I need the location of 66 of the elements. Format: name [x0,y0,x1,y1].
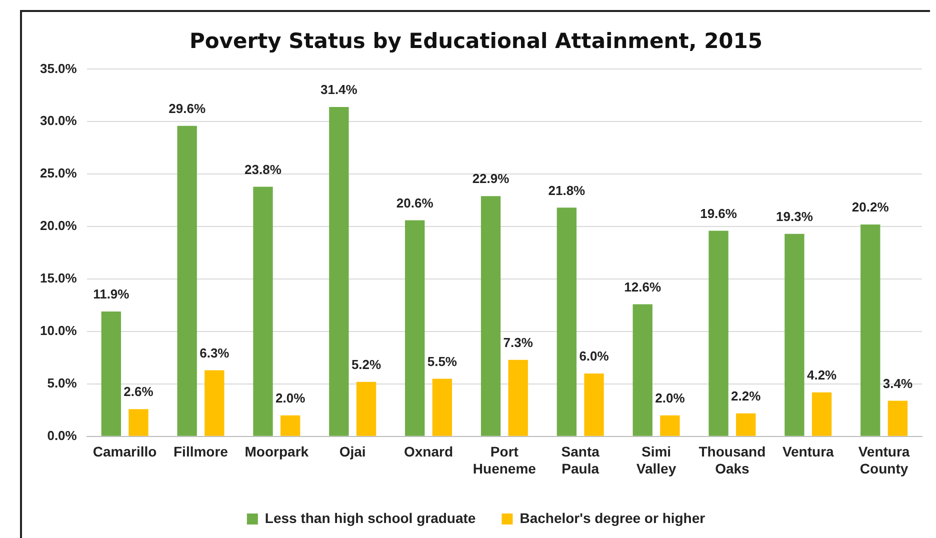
x-tick-label: Ventura County [858,444,910,476]
legend-label: Bachelor's degree or higher [520,510,706,526]
y-tick-label: 35.0% [40,60,78,76]
data-label: 22.9% [472,171,510,186]
bar [736,413,756,436]
data-label: 7.3% [503,334,534,350]
data-label: 2.0% [655,390,686,406]
bar [177,126,197,436]
data-label: 20.2% [852,200,890,215]
bar [860,224,880,436]
bar [101,312,121,436]
bar [660,415,680,436]
data-label: 3.4% [882,376,913,391]
data-label: 19.3% [776,208,814,224]
bar [812,392,832,436]
bar [356,382,376,436]
bar [128,409,148,436]
x-tick-label: Port Hueneme [472,444,536,476]
bar [204,370,224,436]
bar [556,208,577,436]
x-tick-label: Santa Paula [561,444,600,476]
y-tick-label: 0.0% [47,428,78,443]
bar [888,400,908,436]
x-tick-label: Ojai [339,444,366,460]
data-label: 2.0% [276,390,306,406]
y-tick-label: 20.0% [40,218,78,234]
y-tick-label: 10.0% [40,323,78,338]
bar [632,304,652,436]
data-label: 4.2% [806,367,838,382]
bar [508,360,528,436]
legend-label: Less than high school graduate [264,510,476,526]
data-label: 31.4% [320,82,358,98]
data-label: 6.0% [579,348,610,364]
bar [280,415,300,436]
x-tick-label: Oxnard [404,444,454,460]
data-label: 11.9% [93,286,130,302]
data-label: 5.2% [351,356,382,372]
x-tick-label: Fillmore [174,444,228,460]
bar [584,373,604,436]
x-tick-label: Moorpark [244,444,309,460]
y-tick-label: 25.0% [40,166,78,181]
bar [784,234,804,436]
data-label: 23.8% [244,162,282,177]
data-label: 19.6% [700,206,738,221]
data-label: 6.3% [200,345,230,360]
bar [432,378,452,436]
data-label: 20.6% [396,195,434,210]
x-tick-label: Camarillo [92,444,157,460]
data-label: 29.6% [168,100,206,116]
y-tick-label: 30.0% [40,113,78,128]
bar [253,186,273,436]
bar [480,196,501,436]
data-label: 12.6% [624,279,662,294]
chart-title: Poverty Status by Educational Attainment, 2015 [189,29,763,54]
x-tick-label: Simi Valley [636,444,676,476]
data-label: 2.2% [731,388,762,404]
data-label: 5.5% [427,354,458,369]
bar [329,106,349,436]
data-label: 2.6% [124,384,154,400]
data-label: 21.8% [548,182,586,198]
bar [708,230,728,436]
bar [405,220,425,436]
x-tick-label: Ventura [782,444,834,460]
x-tick-label: Thousand Oaks [698,444,766,476]
y-tick-label: 5.0% [47,376,78,391]
y-tick-label: 15.0% [40,270,78,286]
